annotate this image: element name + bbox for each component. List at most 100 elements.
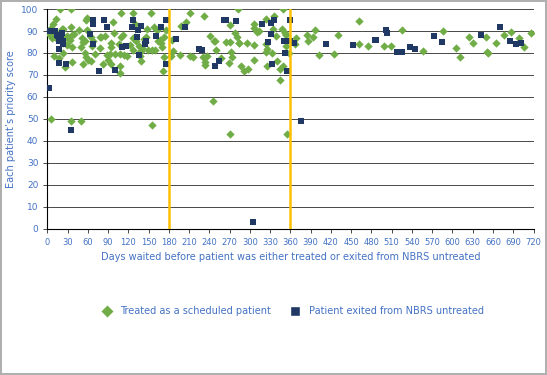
Treated as a scheduled patient (185, 10, 194, 16)
Patient exited from NBRS untreated (161, 61, 170, 67)
Treated as a scheduled patient (106, 51, 114, 57)
Treated as a scheduled patient (176, 52, 185, 58)
Treated as a scheduled patient (89, 38, 97, 44)
Treated as a scheduled patient (123, 53, 132, 59)
Treated as a scheduled patient (208, 98, 217, 104)
Treated as a scheduled patient (82, 54, 90, 60)
Treated as a scheduled patient (103, 57, 112, 63)
Treated as a scheduled patient (101, 33, 109, 39)
Treated as a scheduled patient (141, 34, 150, 40)
Treated as a scheduled patient (167, 38, 176, 44)
Treated as a scheduled patient (79, 62, 88, 68)
Treated as a scheduled patient (277, 26, 286, 32)
Patient exited from NBRS untreated (322, 41, 330, 47)
Patient exited from NBRS untreated (137, 23, 146, 29)
Treated as a scheduled patient (329, 51, 338, 57)
Patient exited from NBRS untreated (59, 40, 67, 46)
Patient exited from NBRS untreated (110, 67, 119, 73)
Treated as a scheduled patient (50, 53, 59, 59)
Treated as a scheduled patient (141, 39, 149, 45)
Treated as a scheduled patient (200, 62, 209, 68)
Patient exited from NBRS untreated (280, 38, 288, 44)
Treated as a scheduled patient (66, 6, 75, 12)
Patient exited from NBRS untreated (392, 50, 401, 55)
Treated as a scheduled patient (243, 66, 252, 72)
Treated as a scheduled patient (315, 52, 323, 58)
Treated as a scheduled patient (120, 52, 129, 58)
Treated as a scheduled patient (59, 39, 68, 45)
Treated as a scheduled patient (143, 47, 152, 53)
Patient exited from NBRS untreated (142, 38, 151, 44)
Treated as a scheduled patient (261, 41, 270, 47)
Patient exited from NBRS untreated (59, 41, 67, 47)
Patient exited from NBRS untreated (270, 17, 278, 23)
Treated as a scheduled patient (439, 28, 447, 34)
Treated as a scheduled patient (107, 44, 115, 50)
Treated as a scheduled patient (58, 50, 67, 56)
Patient exited from NBRS untreated (89, 17, 97, 23)
Treated as a scheduled patient (49, 21, 57, 27)
Treated as a scheduled patient (50, 33, 59, 39)
Treated as a scheduled patient (311, 27, 319, 33)
Patient exited from NBRS untreated (268, 62, 277, 68)
Patient exited from NBRS untreated (54, 38, 63, 44)
Treated as a scheduled patient (98, 61, 107, 67)
Treated as a scheduled patient (469, 40, 478, 46)
Treated as a scheduled patient (87, 34, 96, 40)
Patient exited from NBRS untreated (517, 40, 526, 46)
Treated as a scheduled patient (484, 50, 493, 56)
Treated as a scheduled patient (249, 25, 258, 31)
Treated as a scheduled patient (65, 36, 73, 42)
Treated as a scheduled patient (334, 32, 342, 38)
Treated as a scheduled patient (53, 35, 62, 41)
Treated as a scheduled patient (234, 6, 242, 12)
Treated as a scheduled patient (224, 60, 233, 66)
Treated as a scheduled patient (109, 19, 118, 25)
Patient exited from NBRS untreated (411, 46, 420, 53)
Patient exited from NBRS untreated (53, 32, 62, 38)
Treated as a scheduled patient (88, 43, 97, 49)
Treated as a scheduled patient (68, 32, 77, 38)
Treated as a scheduled patient (380, 44, 389, 50)
Treated as a scheduled patient (283, 131, 292, 137)
Treated as a scheduled patient (273, 58, 282, 64)
Treated as a scheduled patient (261, 50, 270, 55)
Patient exited from NBRS untreated (100, 17, 109, 23)
Patient exited from NBRS untreated (152, 33, 161, 39)
Treated as a scheduled patient (75, 27, 84, 33)
Treated as a scheduled patient (263, 46, 272, 52)
Treated as a scheduled patient (138, 45, 147, 51)
Treated as a scheduled patient (271, 33, 280, 39)
Treated as a scheduled patient (147, 47, 156, 53)
Treated as a scheduled patient (200, 59, 209, 65)
Treated as a scheduled patient (211, 47, 220, 53)
Legend: Treated as a scheduled patient, Patient exited from NBRS untreated: Treated as a scheduled patient, Patient … (93, 302, 488, 320)
Treated as a scheduled patient (279, 6, 288, 12)
Patient exited from NBRS untreated (54, 60, 63, 66)
Treated as a scheduled patient (136, 48, 145, 54)
Patient exited from NBRS untreated (133, 34, 142, 40)
Patient exited from NBRS untreated (129, 17, 137, 23)
Patient exited from NBRS untreated (286, 38, 294, 44)
Treated as a scheduled patient (129, 46, 137, 53)
Treated as a scheduled patient (160, 54, 168, 60)
Treated as a scheduled patient (230, 30, 239, 36)
Patient exited from NBRS untreated (476, 33, 485, 39)
Treated as a scheduled patient (83, 27, 92, 33)
Patient exited from NBRS untreated (371, 38, 380, 44)
Treated as a scheduled patient (515, 35, 523, 41)
Treated as a scheduled patient (186, 53, 195, 58)
Patient exited from NBRS untreated (382, 30, 391, 36)
Treated as a scheduled patient (188, 54, 197, 60)
Patient exited from NBRS untreated (134, 27, 143, 33)
Patient exited from NBRS untreated (267, 31, 276, 37)
Treated as a scheduled patient (126, 42, 135, 48)
Treated as a scheduled patient (203, 53, 212, 58)
Treated as a scheduled patient (156, 38, 165, 44)
Treated as a scheduled patient (481, 34, 490, 40)
Patient exited from NBRS untreated (86, 32, 95, 38)
Treated as a scheduled patient (261, 16, 270, 22)
Treated as a scheduled patient (506, 29, 515, 35)
Treated as a scheduled patient (84, 57, 92, 63)
Patient exited from NBRS untreated (135, 52, 144, 58)
